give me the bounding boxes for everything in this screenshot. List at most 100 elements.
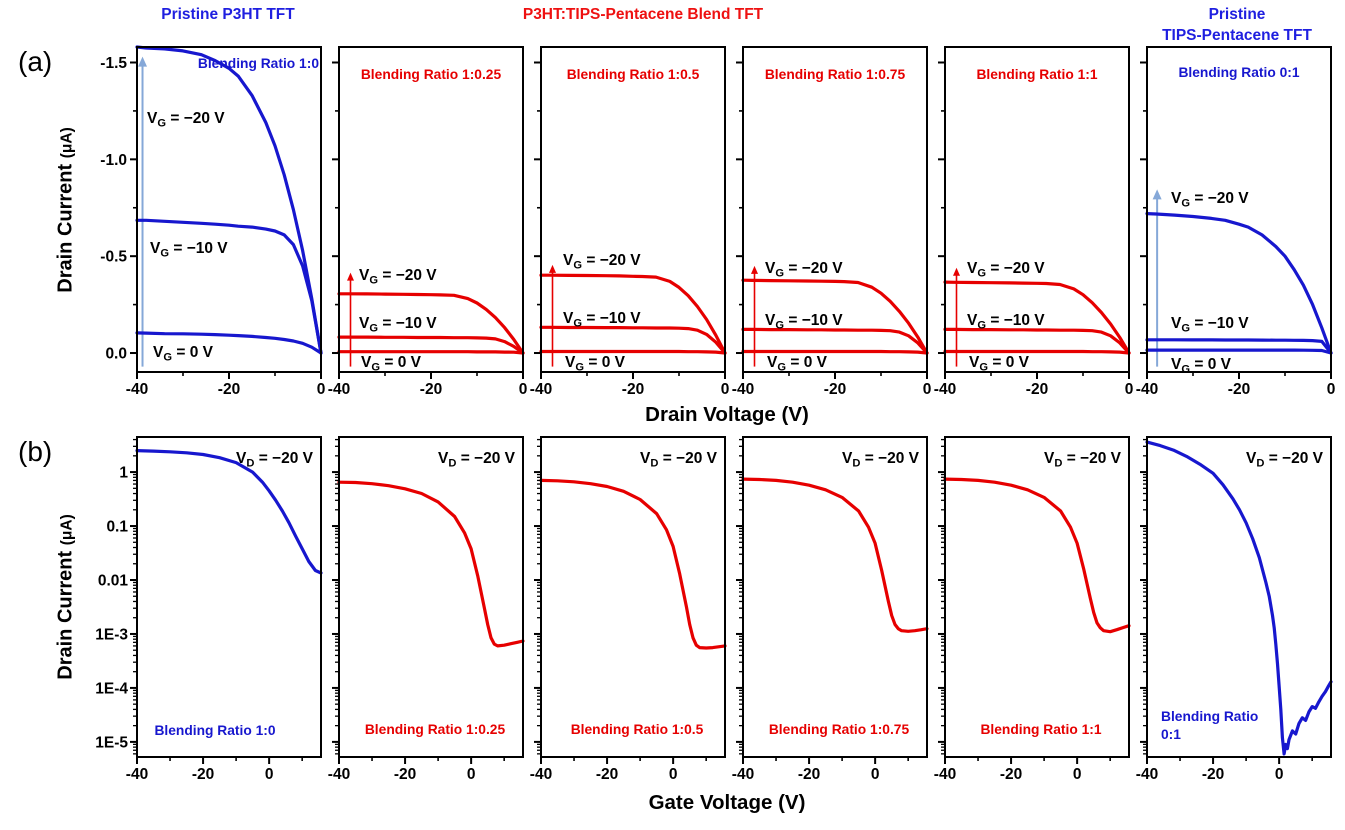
output-curve-vg-20 [1145,212,1333,355]
header-pristine-tips: Pristine TIPS-Pentacene TFT [1162,4,1312,46]
transfer-panel-6: VD = −20 V Blending Ratio 0:1 -40 -20 0 [1136,436,1333,783]
x-tick-label: -20 [1228,381,1250,398]
plot-label: VG = −20 V [765,260,843,280]
output-curve-vg-20 [539,273,727,355]
plot-label: VD = −20 V [438,450,516,470]
output-curve-vg0 [741,349,929,355]
plot-label: VG = −10 V [359,315,437,335]
plot-label: Blending Ratio 1:1 [976,67,1097,82]
x-tick-label: -40 [1136,766,1158,783]
x-tick-label: -20 [1026,381,1048,398]
output-curve-vg0 [135,331,323,355]
output-panel-3: VG = −20 V VG = −10 V VG = 0 V Blending Rat… [530,46,729,398]
plot-label: Blending Ratio [1161,709,1258,724]
annotation-arrowhead [1152,189,1162,200]
transfer-curve [539,478,727,650]
y-tick-label: 1E-5 [95,734,128,751]
plot-label: VG = 0 V [969,354,1030,374]
x-tick-label: -40 [732,381,754,398]
output-panel-2: VG = −20 V VG = −10 V VG = 0 V Blending Rat… [328,46,527,398]
output-panel-5: VG = −20 V VG = −10 V VG = 0 V Blending Rat… [934,46,1133,398]
output-curve-vg-20 [741,278,929,355]
output-curve-vg-10 [539,325,727,355]
header-right-line2: TIPS-Pentacene TFT [1162,27,1312,44]
output-curve-vg-20 [943,280,1131,355]
output-panel-4: VG = −20 V VG = −10 V VG = 0 V Blending Rat… [732,46,931,398]
x-tick-label: -40 [328,381,350,398]
transfer-panel-2: VD = −20 V Blending Ratio 1:0.25 -40 -20 0 [328,436,525,783]
header-center-text: P3HT:TIPS-Pentacene Blend TFT [522,6,764,23]
x-tick-label: -40 [530,381,552,398]
output-curve-vg-10 [337,335,525,355]
panel-letter-a: (a) [18,46,53,77]
y-tick-label: 0.1 [106,519,128,536]
plot-label: VG = −20 V [967,260,1045,280]
y-tick-label: -0.5 [100,249,127,266]
x-tick-label: 0 [669,766,678,783]
y-tick-label: 0.0 [105,346,127,363]
x-tick-label: -20 [824,381,846,398]
y-tick-label: -1.0 [100,152,127,169]
plot-label: VD = −20 V [842,450,920,470]
plot-label: 0:1 [1161,727,1181,742]
plot-label: VG = −10 V [150,240,228,260]
plot-label: VG = 0 V [153,344,214,364]
panel-frame [540,46,726,373]
panel-frame [1146,436,1332,758]
plot-label: VG = 0 V [767,354,828,374]
output-curve-vg-20 [135,45,323,355]
x-tick-label: -40 [328,766,350,783]
x-tick-label: -40 [1136,381,1158,398]
x-tick-label: -20 [218,381,240,398]
x-tick-label: -20 [1000,766,1022,783]
header-blend: P3HT:TIPS-Pentacene Blend TFT [523,6,763,24]
plot-label: Blending Ratio 1:0.25 [365,722,506,737]
x-tick-label: 0 [317,381,326,398]
plot-label: Blending Ratio 1:1 [980,722,1101,737]
x-tick-label: -20 [192,766,214,783]
plot-label: Blending Ratio 1:0.25 [361,67,502,82]
output-curve-vg0 [337,350,525,355]
x-tick-label: 0 [871,766,880,783]
panel-letter-b: (b) [18,436,53,467]
plot-label: Blending Ratio 1:0 [198,56,319,71]
x-tick-label: -40 [126,381,148,398]
transfer-curve [135,449,323,575]
x-tick-label: -20 [596,766,618,783]
annotation-arrowhead [751,265,758,274]
annotation-arrowhead [953,267,960,276]
x-tick-label: 0 [1327,381,1336,398]
transfer-panel-5: VD = −20 V Blending Ratio 1:1 -40 -20 0 [934,436,1131,783]
x-tick-label: -40 [530,766,552,783]
output-panel-1: VG = −20 V VG = −10 V VG = 0 V Blending Rat… [100,45,326,398]
plot-label: Blending Ratio 0:1 [1178,65,1299,80]
plot-label: VG = −10 V [967,312,1045,332]
y-tick-label: 1 [119,465,128,482]
output-curve-vg0 [539,349,727,355]
plot-label: VG = −20 V [1171,190,1249,210]
x-tick-label: 0 [1073,766,1082,783]
plot-label: VD = −20 V [1246,450,1324,470]
y-tick-label: 1E-3 [95,626,128,643]
output-curve-vg0 [1145,348,1333,355]
panel-frame [742,46,928,373]
plot-label: VD = −20 V [640,450,718,470]
x-tick-label: -40 [934,381,956,398]
plot-label: VD = −20 V [1044,450,1122,470]
plot-label: Blending Ratio 1:0 [154,723,275,738]
plot-label: VG = −20 V [147,110,225,130]
transfer-curve [337,480,525,648]
transfer-curve [1145,440,1333,756]
output-x-axis-title: Drain Voltage (V) [645,403,809,426]
output-panel-6: VG = −20 V VG = −10 V VG = 0 V Blending Rat… [1136,46,1336,398]
panel-frame [136,46,322,373]
transfer-panel-1: VD = −20 V Blending Ratio 1:0 1 0.1 0.01 1E-3… [95,436,323,783]
output-curve-vg-10 [135,218,323,355]
x-tick-label: 0 [1275,766,1284,783]
output-curve-vg-20 [337,292,525,355]
panel-frame [540,436,726,758]
x-tick-label: -20 [394,766,416,783]
plot-label: VG = −10 V [563,310,641,330]
output-curve-vg-10 [943,327,1131,355]
plot-label: VG = −20 V [359,267,437,287]
